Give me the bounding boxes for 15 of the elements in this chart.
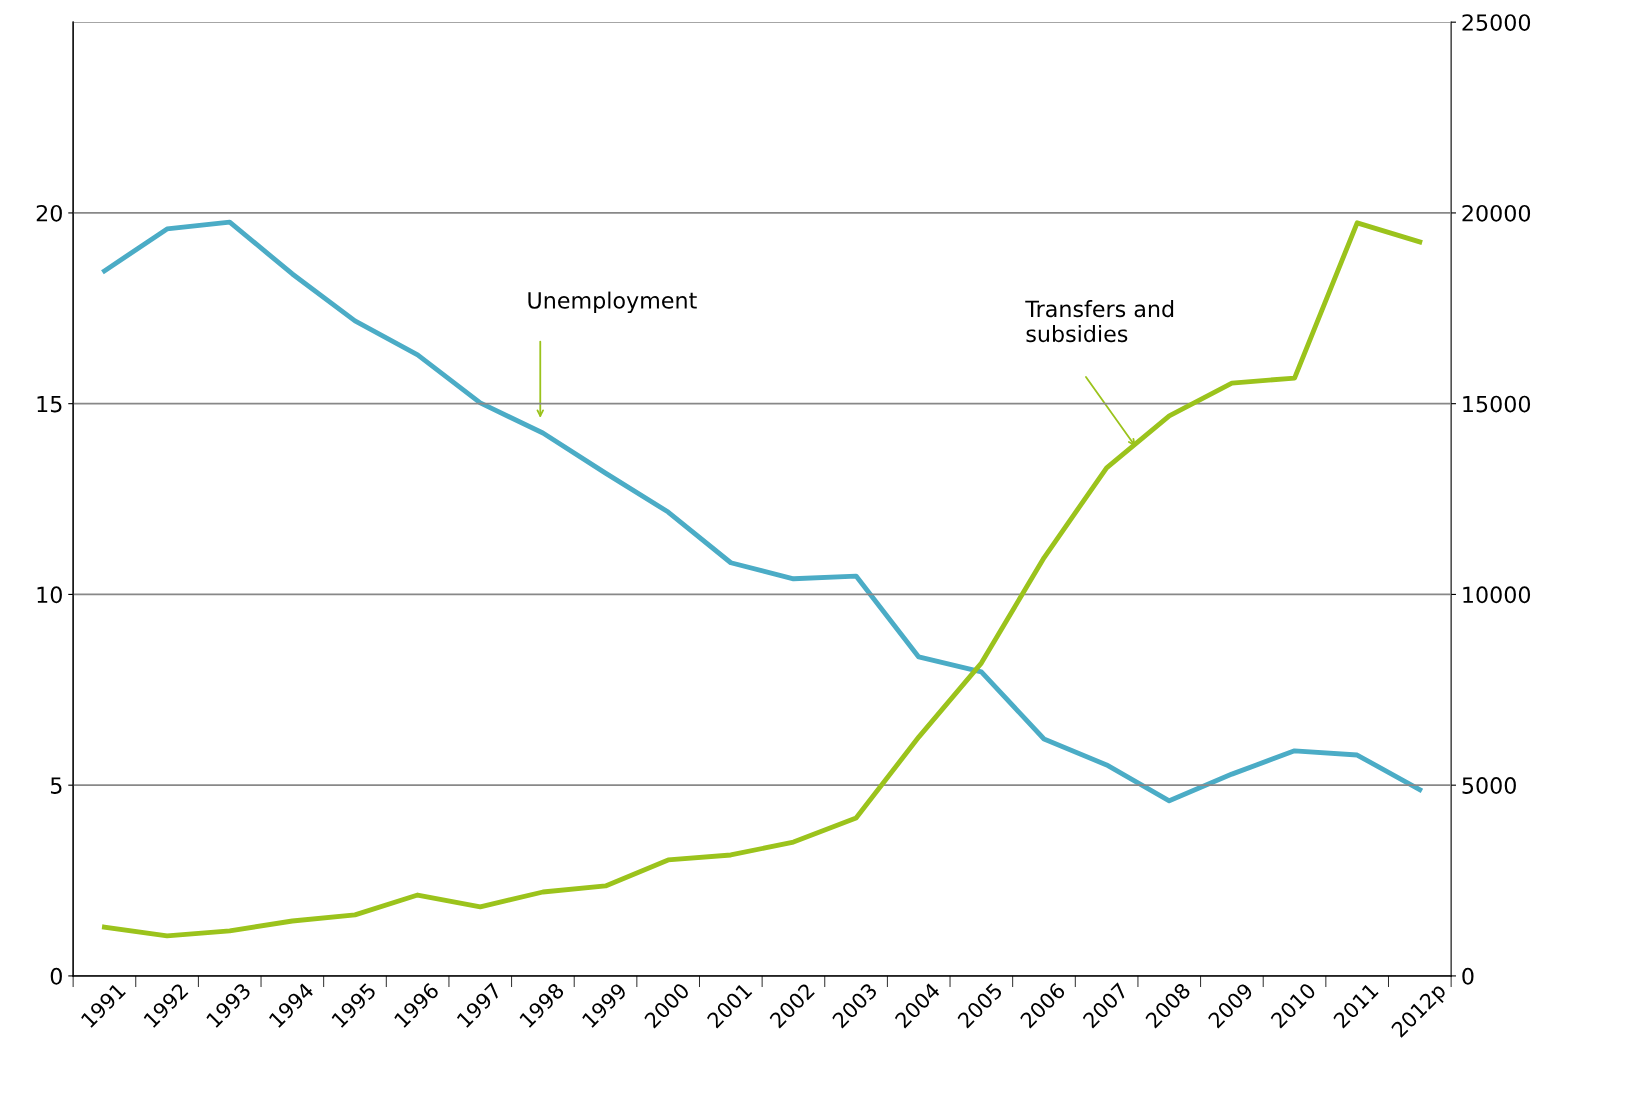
y2-tick-label: 25000 [1462,14,1531,31]
y2-tick-label: 10000 [1463,586,1531,604]
y2-tick-label: 20000 [1462,204,1531,222]
y-tick-label: 10 [37,586,62,604]
y-tick-label: 0 [50,967,62,985]
y2-tick-label: 5000 [1462,777,1516,794]
y-tick-label: 15 [37,395,62,413]
line-series [102,219,1423,804]
y2-tick-label: 15000 [1463,395,1531,413]
y-tick-label: 20 [36,204,62,222]
annotation: Transfers and subsidies [1025,300,1174,343]
y-tick-label: 5 [50,777,62,794]
line-series [102,220,1423,939]
y2-tick-label: 0 [1462,967,1474,985]
annotation: Unemployment [528,291,697,314]
